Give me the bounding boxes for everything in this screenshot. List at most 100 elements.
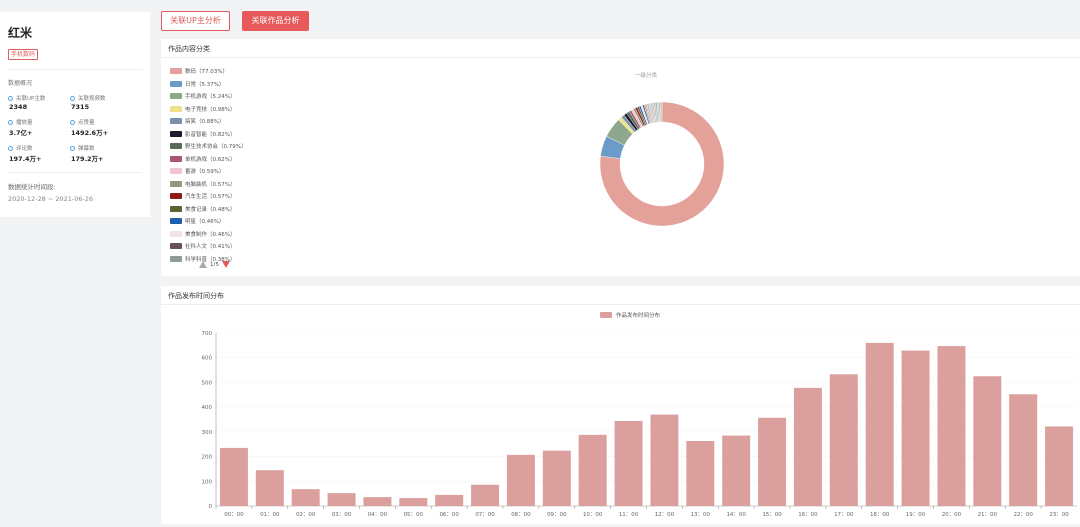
legend-swatch bbox=[170, 218, 182, 225]
legend-label: 科学科普（0.38%） bbox=[185, 256, 236, 263]
y-tick-label: 200 bbox=[202, 455, 213, 461]
legend-label: 番游（0.59%） bbox=[185, 169, 225, 176]
bar[interactable] bbox=[686, 441, 715, 506]
legend-item[interactable]: 美食记录（0.48%） bbox=[170, 203, 290, 216]
donut-svg bbox=[599, 101, 725, 227]
panel-title: 作品发布时间分布 bbox=[161, 286, 1080, 305]
divider bbox=[8, 172, 142, 173]
legend-item[interactable]: 汽车生活（0.57%） bbox=[170, 190, 290, 203]
x-tick-label: 17：00 bbox=[834, 512, 854, 518]
legend-label: 数码（77.03%） bbox=[185, 69, 228, 76]
x-tick-label: 14：00 bbox=[726, 512, 746, 518]
play-icon bbox=[8, 119, 13, 125]
stat-value: 197.4万+ bbox=[9, 155, 42, 163]
legend-label: 电子竞技（0.98%） bbox=[185, 106, 236, 113]
bar[interactable] bbox=[291, 489, 320, 506]
bar[interactable] bbox=[758, 417, 787, 506]
up-analysis-button[interactable]: 关联UP主分析 bbox=[161, 11, 230, 31]
bar[interactable] bbox=[327, 493, 356, 506]
legend-item[interactable]: 番游（0.59%） bbox=[170, 165, 290, 178]
legend-item[interactable]: 数码（77.03%） bbox=[170, 65, 290, 78]
thumbs-up-icon bbox=[70, 119, 75, 125]
y-tick-label: 500 bbox=[202, 380, 213, 386]
brand-name: 红米 bbox=[8, 26, 33, 40]
x-tick-label: 23：00 bbox=[1049, 512, 1069, 518]
bar[interactable] bbox=[578, 434, 607, 506]
x-tick-label: 05：00 bbox=[404, 512, 424, 518]
bar[interactable] bbox=[363, 497, 392, 506]
x-tick-label: 09：00 bbox=[547, 512, 567, 518]
y-tick-label: 600 bbox=[202, 356, 213, 362]
x-tick-label: 12：00 bbox=[655, 512, 675, 518]
bar[interactable] bbox=[650, 414, 679, 506]
bar[interactable] bbox=[471, 484, 500, 506]
legend-label: 汽车生活（0.57%） bbox=[185, 194, 236, 201]
legend-item[interactable]: 科学科普（0.38%） bbox=[170, 253, 290, 266]
legend-item[interactable]: 影音智能（0.82%） bbox=[170, 128, 290, 141]
x-tick-label: 22：00 bbox=[1013, 512, 1033, 518]
bar-chart-legend[interactable]: 作品发布时间分布 bbox=[600, 311, 660, 319]
legend-item[interactable]: 社科人文（0.41%） bbox=[170, 240, 290, 253]
x-tick-label: 15：00 bbox=[762, 512, 782, 518]
bar[interactable] bbox=[722, 435, 751, 506]
works-analysis-button[interactable]: 关联作品分析 bbox=[242, 11, 309, 31]
stat-danmaku-count: 弹幕数 179.2万+ bbox=[70, 144, 142, 163]
prev-page-icon[interactable] bbox=[199, 261, 207, 268]
period-label: 数据统计时间段: bbox=[8, 183, 56, 191]
legend-label: 影音智能（0.82%） bbox=[185, 131, 236, 138]
bar[interactable] bbox=[973, 376, 1002, 506]
bar[interactable] bbox=[901, 350, 930, 506]
bar[interactable] bbox=[399, 498, 428, 506]
bar[interactable] bbox=[255, 470, 284, 506]
legend-swatch bbox=[600, 312, 612, 318]
bar-chart: 0 100 200 300 400 500 600 700 00：00 01：00 02：00 03：… bbox=[202, 331, 1077, 518]
bar[interactable] bbox=[219, 447, 248, 506]
brand-info-card: 红米 手机数码 数据概况 关联UP主数 2348 关联视频数 7315 播放量 … bbox=[0, 12, 150, 217]
bar[interactable] bbox=[506, 454, 535, 506]
legend-item[interactable]: 单机游戏（0.62%） bbox=[170, 153, 290, 166]
donut-slice[interactable] bbox=[660, 101, 663, 123]
x-tick-label: 21：00 bbox=[978, 512, 998, 518]
bar[interactable] bbox=[865, 342, 894, 506]
legend-item[interactable]: 搞笑（0.88%） bbox=[170, 115, 290, 128]
next-page-icon[interactable] bbox=[221, 261, 230, 268]
publish-time-panel: 作品发布时间分布 作品发布时间分布 0 100 200 300 400 500 600 700… bbox=[161, 286, 1080, 524]
bar[interactable] bbox=[614, 420, 643, 506]
y-tick-label: 400 bbox=[202, 405, 213, 411]
bar[interactable] bbox=[1045, 426, 1074, 506]
x-tick-label: 11：00 bbox=[619, 512, 639, 518]
legend-swatch bbox=[170, 105, 182, 112]
legend-item[interactable]: 日常（5.37%） bbox=[170, 78, 290, 91]
legend-item[interactable]: 电脑装机（0.57%） bbox=[170, 178, 290, 191]
x-tick-label: 04：00 bbox=[368, 512, 388, 518]
legend-label: 明星（0.46%） bbox=[185, 219, 225, 226]
y-tick-label: 300 bbox=[202, 430, 213, 436]
content-category-panel: 作品内容分类 数码（77.03%） 日常（5.37%） 手机游戏（5.24%） 电子竞… bbox=[161, 39, 1080, 276]
legend-label: 社科人文（0.41%） bbox=[185, 244, 236, 251]
pie-subtitle: 一级分类 bbox=[635, 73, 658, 79]
legend-swatch bbox=[170, 93, 182, 100]
legend-item[interactable]: 手机游戏（5.24%） bbox=[170, 90, 290, 103]
bar[interactable] bbox=[793, 387, 822, 506]
panel-title: 作品内容分类 bbox=[161, 39, 1080, 58]
legend-item[interactable]: 电子竞技（0.98%） bbox=[170, 103, 290, 116]
bar[interactable] bbox=[1009, 394, 1038, 506]
legend-item[interactable]: 野生技术协会（0.79%） bbox=[170, 140, 290, 153]
user-icon bbox=[8, 95, 13, 101]
bar[interactable] bbox=[829, 374, 858, 506]
stat-label: 点赞量 bbox=[78, 120, 95, 126]
stat-value: 3.7亿+ bbox=[9, 129, 33, 137]
x-tick-label: 20：00 bbox=[942, 512, 962, 518]
legend-label: 单机游戏（0.62%） bbox=[185, 156, 236, 163]
video-icon bbox=[70, 95, 75, 101]
donut-slice[interactable] bbox=[599, 101, 725, 227]
legend-item[interactable]: 美食制作（0.46%） bbox=[170, 228, 290, 241]
x-tick-label: 02：00 bbox=[296, 512, 316, 518]
bar[interactable] bbox=[542, 450, 571, 506]
stat-play-count: 播放量 3.7亿+ bbox=[8, 118, 70, 137]
x-tick-label: 06：00 bbox=[439, 512, 459, 518]
stat-label: 关联视频数 bbox=[78, 96, 106, 102]
bar[interactable] bbox=[435, 494, 464, 506]
legend-item[interactable]: 明星（0.46%） bbox=[170, 215, 290, 228]
bar[interactable] bbox=[937, 346, 966, 506]
